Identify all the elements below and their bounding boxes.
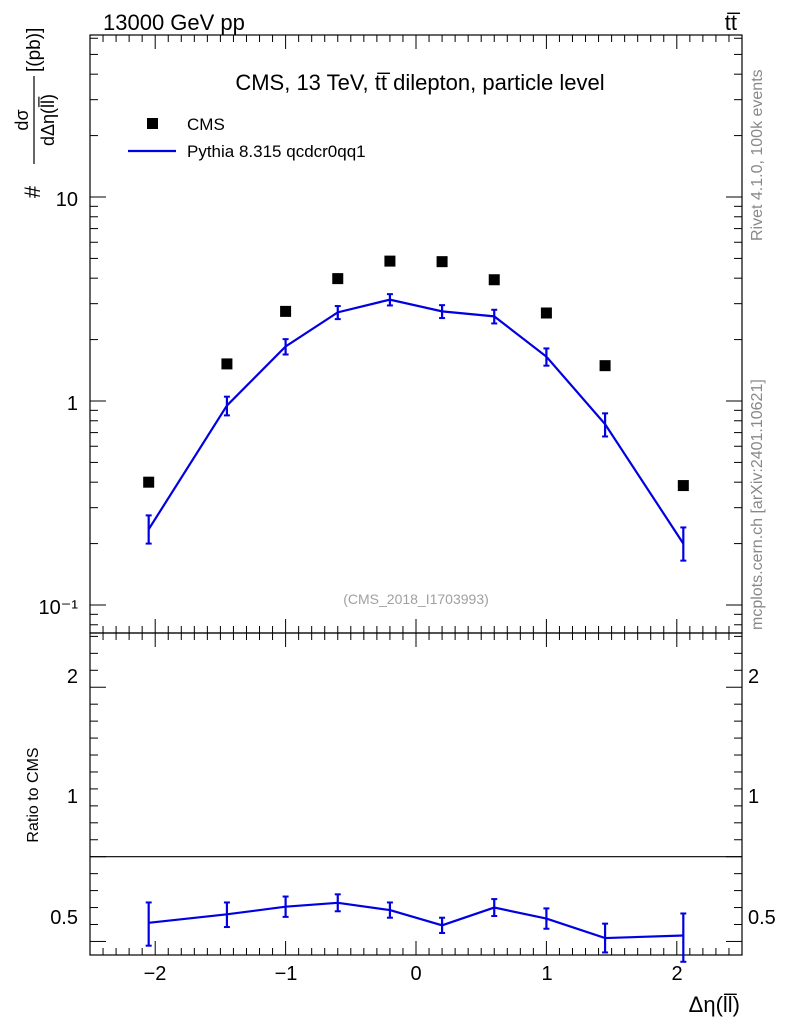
legend-pythia-label: Pythia 8.315 qcdcr0qq1 [187, 142, 366, 161]
x-tick-label-minus1: −1 [275, 963, 298, 985]
ratio-y-axis-label: Ratio to CMS [25, 747, 42, 842]
main-cms-series [143, 255, 689, 492]
cms-data-point [332, 273, 344, 285]
ratio-panel-frame [89, 632, 743, 956]
legend-cms-marker [147, 118, 158, 129]
x-tick-label-1: 1 [541, 963, 552, 985]
cms-data-point [143, 476, 155, 488]
analysis-id: (CMS_2018_I1703993) [343, 591, 489, 607]
cms-data-point [384, 255, 396, 267]
ratio-axis-ticks [90, 633, 742, 955]
cms-data-point [280, 305, 292, 317]
process-label: tt̅ [725, 10, 741, 35]
ratio-y-tick-label-2: 2 [67, 666, 78, 688]
main-y-tick-label-0.1: 10⁻¹ [39, 597, 79, 619]
main-y-tick-label-10: 10 [56, 189, 78, 211]
chart-title: CMS, 13 TeV, tt̅ dilepton, particle leve… [235, 70, 604, 95]
cms-data-point [221, 358, 233, 370]
cms-data-point [599, 360, 611, 372]
ratio-y-tick-label-right-0.5: 0.5 [748, 907, 776, 929]
ratio-mc-series [145, 893, 687, 963]
ratio-line [148, 901, 684, 940]
ratio-y-tick-label-right-1: 1 [748, 786, 759, 808]
cms-data-point [488, 274, 500, 286]
ylabel-numerator: dσ [12, 109, 32, 130]
cms-data-point [436, 256, 448, 268]
x-axis-label: Δη(ll̅) [689, 992, 740, 1017]
ylabel-prefix: # [20, 185, 45, 198]
x-tick-label-2: 2 [671, 963, 682, 985]
x-tick-label-minus2: −2 [144, 963, 167, 985]
mcplots-label: mcplots.cern.ch [arXiv:2401.10621] [749, 379, 766, 630]
pythia-line [147, 298, 685, 545]
cms-data-point [540, 307, 552, 319]
x-tick-label-0: 0 [410, 963, 421, 985]
rivet-version-label: Rivet 4.1.0, 100k events [749, 69, 766, 241]
main-y-tick-label-1: 1 [67, 393, 78, 415]
main-mc-series [145, 293, 687, 562]
cms-data-point [677, 480, 689, 492]
main-axis-ticks [90, 35, 742, 633]
main-y-axis-label: # dσ dΔη(ll̅) [(pb)] [12, 28, 58, 198]
legend-cms-label: CMS [187, 115, 225, 134]
ratio-y-tick-label-right-2: 2 [748, 666, 759, 688]
ylabel-denominator: dΔη(ll̅) [38, 94, 58, 146]
energy-label: 13000 GeV pp [103, 10, 245, 35]
ratio-y-tick-label-1: 1 [67, 786, 78, 808]
ylabel-unit: [(pb)] [24, 28, 45, 72]
ratio-y-tick-label-0.5: 0.5 [50, 907, 78, 929]
